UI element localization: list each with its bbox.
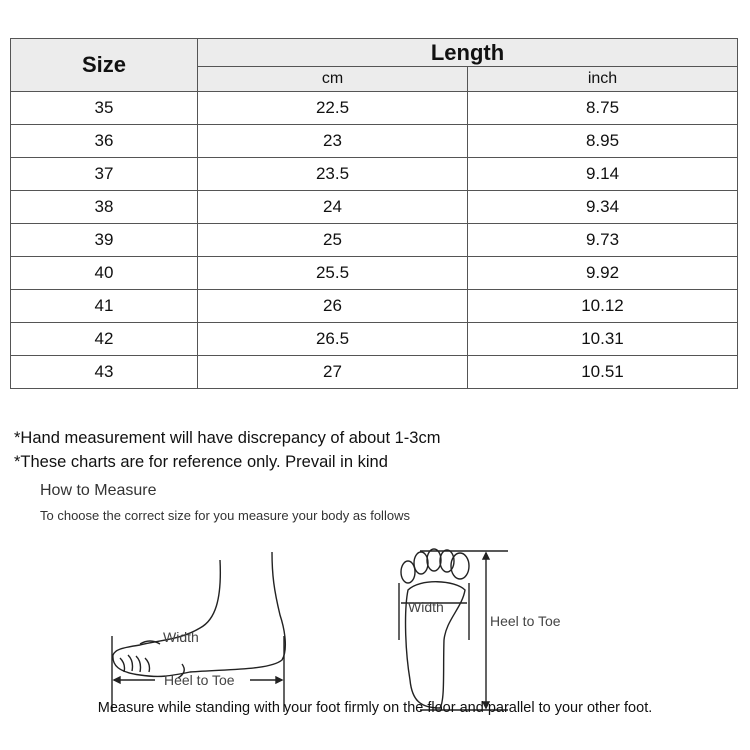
cell-size: 41 (10, 289, 198, 323)
cell-cm: 24 (197, 190, 468, 224)
cell-inch: 8.75 (467, 91, 738, 125)
cell-cm: 25 (197, 223, 468, 257)
side-heel-to-toe-label: Heel to Toe (164, 672, 235, 688)
note-discrepancy: *Hand measurement will have discrepancy … (14, 429, 441, 447)
cell-size: 39 (10, 223, 198, 257)
cell-cm: 25.5 (197, 256, 468, 290)
sole-width-label: Width (408, 599, 444, 615)
size-chart-table: Size Length cm inch 35 22.5 8.75 36 23 8.95 37… (10, 38, 738, 389)
cell-size: 40 (10, 256, 198, 290)
cell-cm: 23.5 (197, 157, 468, 191)
sole-foot-illustration (398, 548, 508, 711)
how-to-subtitle: To choose the correct size for you measu… (40, 508, 410, 523)
cell-cm: 26 (197, 289, 468, 323)
side-width-label: Width (163, 629, 199, 645)
cell-size: 37 (10, 157, 198, 191)
side-foot-illustration (111, 551, 287, 712)
cell-size: 43 (10, 355, 198, 389)
cell-cm: 22.5 (197, 91, 468, 125)
cell-inch: 10.12 (467, 289, 738, 323)
cell-cm: 23 (197, 124, 468, 158)
cell-inch: 9.34 (467, 190, 738, 224)
table-row: 41 26 10.12 (10, 289, 738, 323)
size-header: Size (10, 38, 198, 92)
table-row: 35 22.5 8.75 (10, 91, 738, 125)
cell-inch: 10.51 (467, 355, 738, 389)
cell-size: 36 (10, 124, 198, 158)
measure-instruction: Measure while standing with your foot fi… (97, 700, 653, 716)
length-header: Length (197, 38, 738, 67)
cell-cm: 26.5 (197, 322, 468, 356)
cell-inch: 8.95 (467, 124, 738, 158)
table-row: 38 24 9.34 (10, 190, 738, 224)
table-row: 43 27 10.51 (10, 355, 738, 389)
table-row: 36 23 8.95 (10, 124, 738, 158)
how-to-title: How to Measure (40, 482, 157, 499)
table-row: 40 25.5 9.92 (10, 256, 738, 290)
cell-cm: 27 (197, 355, 468, 389)
note-reference: *These charts are for reference only. Pr… (14, 453, 388, 471)
cell-inch: 9.92 (467, 256, 738, 290)
sole-heel-to-toe-label: Heel to Toe (490, 613, 561, 629)
